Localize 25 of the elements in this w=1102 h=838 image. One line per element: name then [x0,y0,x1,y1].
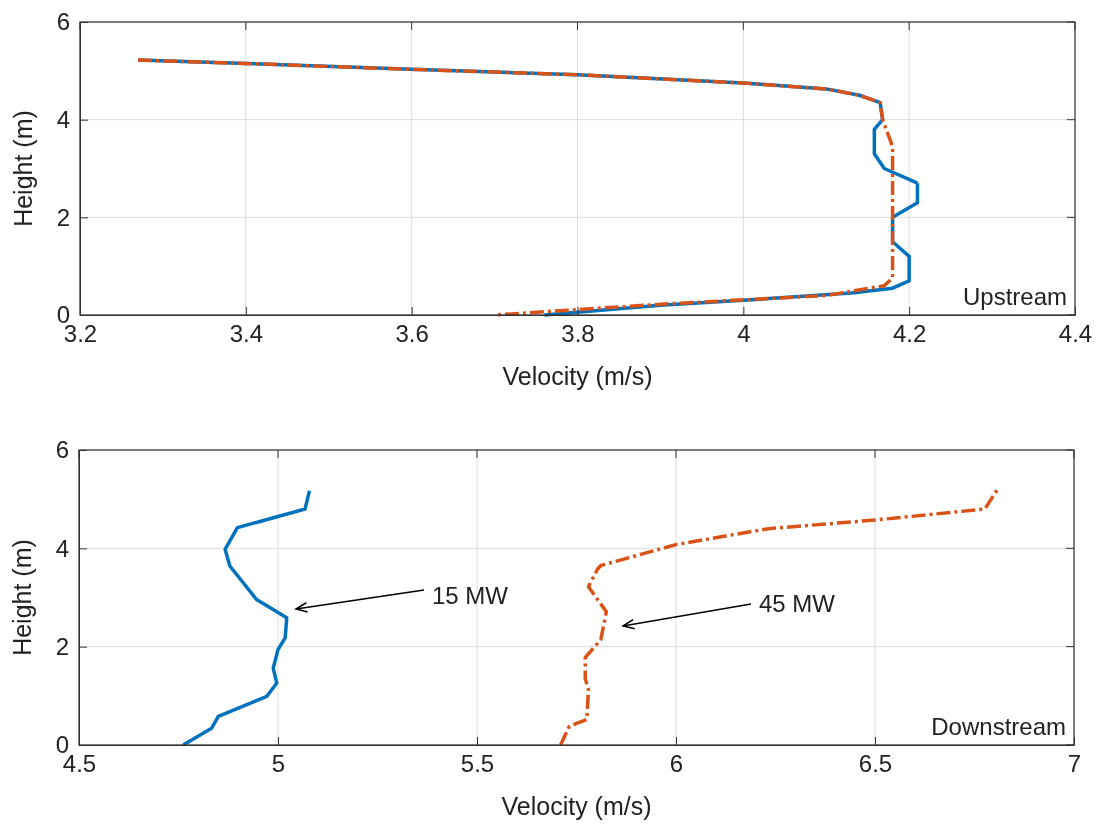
y-tick-label: 4 [56,105,70,133]
annotation: 45 MW [759,590,836,617]
annotation: 15 MW [432,582,509,609]
annotation: Downstream [931,713,1066,740]
x-tick-label: 4.4 [1058,320,1093,348]
y-tick-label: 6 [56,8,70,36]
x-tick-label: 7 [1067,750,1082,778]
y-tick-label: 6 [55,436,69,464]
x-tick-label: 4.2 [892,320,927,348]
x-tick-label: 3.6 [395,320,429,348]
x-tick-label: 5 [271,750,286,778]
x-tick-label: 4 [737,320,751,348]
y-tick-label: 4 [55,534,69,562]
y-tick-label: 2 [56,203,70,231]
x-tick-label: 5.5 [460,750,495,778]
y-axis-title: Height (m) [8,539,36,656]
y-axis-title: Height (m) [9,110,37,227]
x-axis-title: Velocity (m/s) [502,362,653,390]
x-tick-label: 6.5 [858,750,893,778]
x-axis-title: Velocity (m/s) [501,792,652,820]
y-tick-label: 2 [55,632,69,660]
x-tick-label: 6 [669,750,684,778]
annotation: Upstream [962,283,1067,310]
x-tick-label: 3.4 [229,320,264,348]
x-tick-label: 3.8 [561,320,595,348]
